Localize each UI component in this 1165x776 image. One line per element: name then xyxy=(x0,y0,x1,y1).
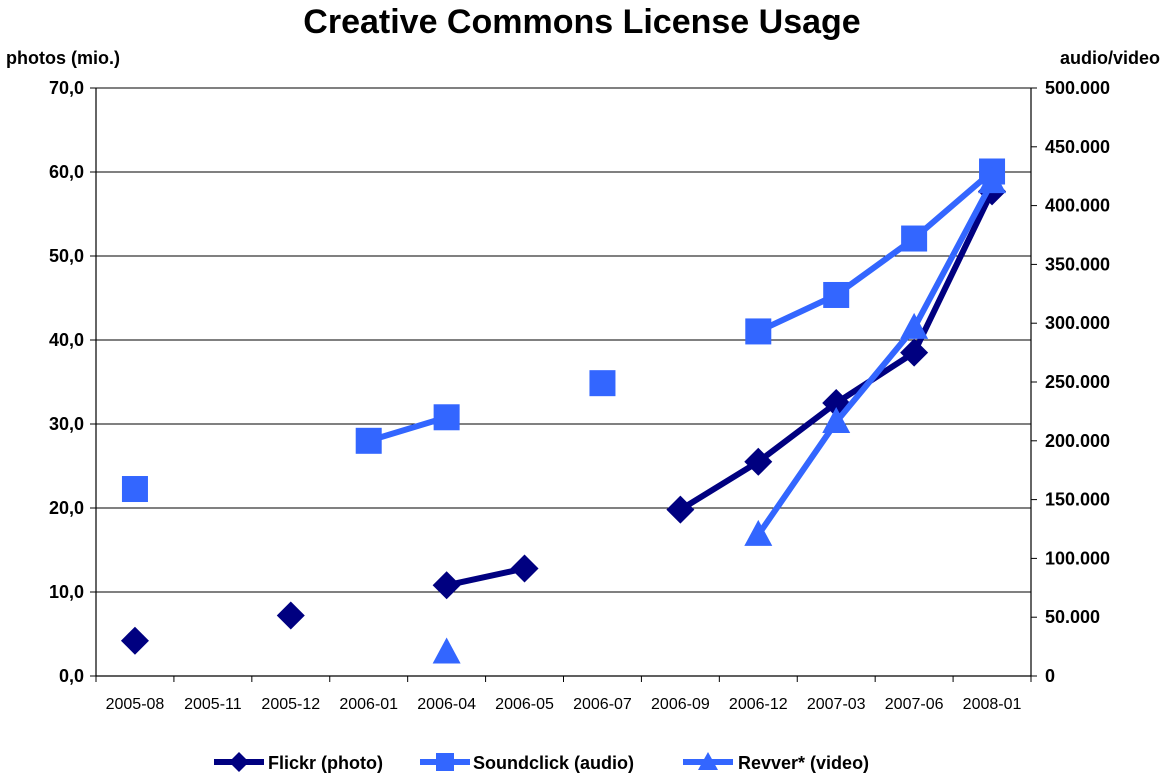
x-tick-label: 2007-03 xyxy=(807,696,866,713)
legend-label: Flickr (photo) xyxy=(268,753,383,773)
right-tick-label: 300.000 xyxy=(1045,313,1110,333)
legend-item: Soundclick (audio) xyxy=(420,753,634,773)
series-square xyxy=(121,158,1006,503)
left-tick-label: 30,0 xyxy=(49,414,84,434)
left-tick-label: 20,0 xyxy=(49,498,84,518)
series-line-segment xyxy=(911,179,996,331)
data-point-diamond xyxy=(666,495,695,524)
x-tick-label: 2006-01 xyxy=(339,696,398,713)
legend-marker-diamond xyxy=(229,752,249,772)
series-line-segment xyxy=(911,188,996,356)
legend-label: Soundclick (audio) xyxy=(473,753,634,773)
legend-item: Revver* (video) xyxy=(683,752,869,773)
left-axis-title: photos (mio.) xyxy=(6,48,120,68)
x-tick-label: 2005-08 xyxy=(106,696,165,713)
series-line-segment xyxy=(755,418,840,538)
data-point-square xyxy=(589,370,616,397)
x-tick-label: 2006-07 xyxy=(573,696,632,713)
data-point-diamond xyxy=(120,626,149,655)
series-line-segment xyxy=(677,458,762,513)
left-tick-label: 0,0 xyxy=(59,666,84,686)
data-point-square xyxy=(433,404,460,431)
legend-label: Revver* (video) xyxy=(738,753,869,773)
tick-labels: 0,0 10,0 20,0 30,0 40,0 50,0 60,0 70,0 0 50.000 10… xyxy=(49,78,1110,713)
right-tick-label: 100.000 xyxy=(1045,548,1110,568)
right-tick-label: 0 xyxy=(1045,666,1055,686)
right-tick-label: 250.000 xyxy=(1045,372,1110,392)
x-tick-label: 2006-04 xyxy=(417,696,476,713)
right-tick-label: 350.000 xyxy=(1045,254,1110,274)
gridlines xyxy=(96,87,1031,593)
x-tick-label: 2005-11 xyxy=(184,696,242,713)
left-tick-label: 50,0 xyxy=(49,246,84,266)
legend: Flickr (photo) Soundclick (audio) Revver* … xyxy=(214,752,869,773)
data-point-diamond xyxy=(432,571,461,600)
data-point-square xyxy=(745,318,772,345)
chart-title: Creative Commons License Usage xyxy=(303,3,860,41)
data-point-diamond xyxy=(276,601,305,630)
x-tick-label: 2006-12 xyxy=(729,696,788,713)
series-triangle xyxy=(432,167,1007,664)
data-point-square xyxy=(121,476,148,503)
x-tick-label: 2006-09 xyxy=(651,696,710,713)
data-point-diamond xyxy=(510,554,539,583)
x-tick-label: 2006-05 xyxy=(495,696,554,713)
data-point-triangle xyxy=(900,312,929,339)
right-tick-label: 400.000 xyxy=(1045,196,1110,216)
series-line-segment xyxy=(833,324,918,425)
right-axis-title: audio/video xyxy=(1060,48,1160,68)
axes xyxy=(90,87,1037,682)
right-tick-label: 50.000 xyxy=(1045,607,1100,627)
x-tick-label: 2008-01 xyxy=(963,696,1022,713)
right-tick-label: 450.000 xyxy=(1045,137,1110,157)
data-point-diamond xyxy=(744,447,773,476)
x-tick-label: 2007-06 xyxy=(885,696,944,713)
right-tick-label: 200.000 xyxy=(1045,431,1110,451)
data-point-square xyxy=(355,427,382,454)
data-point-diamond xyxy=(900,338,929,367)
data-point-triangle xyxy=(978,167,1007,194)
data-point-triangle xyxy=(432,637,461,664)
data-point-square xyxy=(901,225,928,252)
legend-marker-triangle xyxy=(698,752,718,770)
legend-item: Flickr (photo) xyxy=(214,752,383,773)
data-point-triangle xyxy=(822,406,851,433)
left-tick-label: 70,0 xyxy=(49,78,84,98)
left-tick-label: 10,0 xyxy=(49,582,84,602)
legend-marker-square xyxy=(436,753,454,771)
left-tick-label: 60,0 xyxy=(49,162,84,182)
x-tick-label: 2005-12 xyxy=(261,696,320,713)
series-line-segment xyxy=(443,565,528,589)
series-diamond xyxy=(120,177,1007,655)
series-layer xyxy=(120,158,1007,664)
left-tick-label: 40,0 xyxy=(49,330,84,350)
data-point-square xyxy=(823,281,850,308)
series-line-segment xyxy=(755,400,840,465)
right-tick-label: 500.000 xyxy=(1045,78,1110,98)
data-point-triangle xyxy=(744,519,773,546)
right-tick-label: 150.000 xyxy=(1045,490,1110,510)
